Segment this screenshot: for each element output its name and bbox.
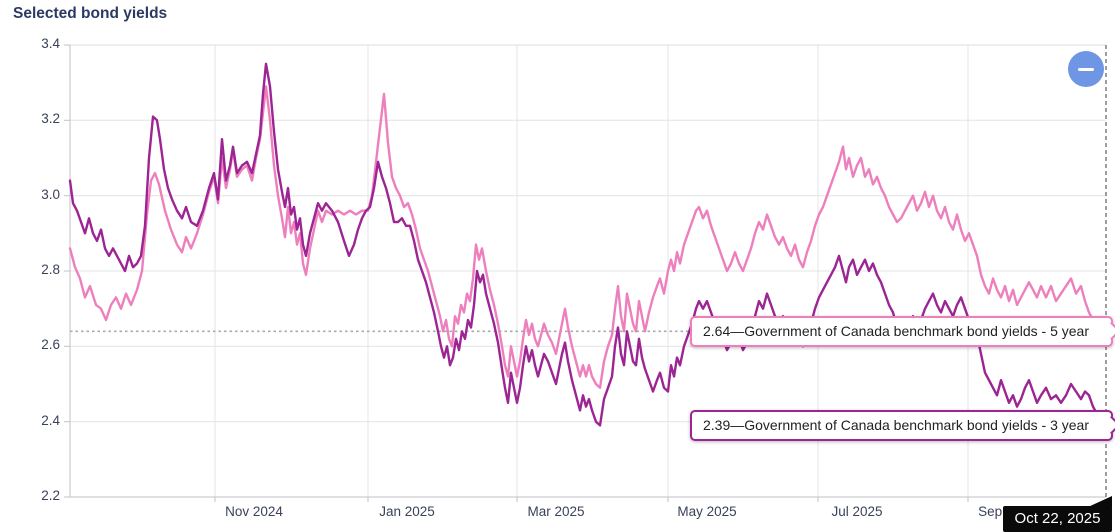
x-axis-label: Jan 2025 [379, 504, 435, 519]
x-axis-label: May 2025 [677, 504, 737, 519]
x-axis-label: Jul 2025 [831, 504, 883, 519]
page-title: Selected bond yields [13, 5, 168, 22]
date-chip: Oct 22, 2025 [1003, 506, 1112, 532]
y-axis-label: 3.0 [41, 186, 60, 202]
y-axis-label: 3.2 [41, 111, 60, 127]
y-axis-label: 2.6 [41, 337, 60, 353]
callout-arrow-icon [1102, 322, 1115, 341]
callout-3-year: 2.39—Government of Canada benchmark bond… [690, 409, 1115, 441]
x-axis-label: Nov 2024 [225, 504, 283, 519]
callout-5-year: 2.64—Government of Canada benchmark bond… [690, 315, 1115, 347]
zoom-out-button[interactable] [1068, 51, 1104, 87]
y-axis-label: 2.2 [41, 488, 60, 503]
callout-5-year-label: 2.64—Government of Canada benchmark bond… [703, 322, 1089, 339]
y-axis-label: 3.4 [41, 36, 60, 51]
series-line-5-year[interactable] [68, 85, 1108, 389]
y-axis-label: 2.4 [41, 412, 60, 428]
x-axis-label: Mar 2025 [527, 504, 585, 519]
minus-icon [1078, 67, 1094, 71]
callout-arrow-icon [1102, 416, 1115, 435]
date-chip-pointer [1088, 496, 1112, 507]
y-axis-label: 2.8 [41, 262, 60, 277]
callout-3-year-label: 2.39—Government of Canada benchmark bond… [703, 416, 1089, 433]
